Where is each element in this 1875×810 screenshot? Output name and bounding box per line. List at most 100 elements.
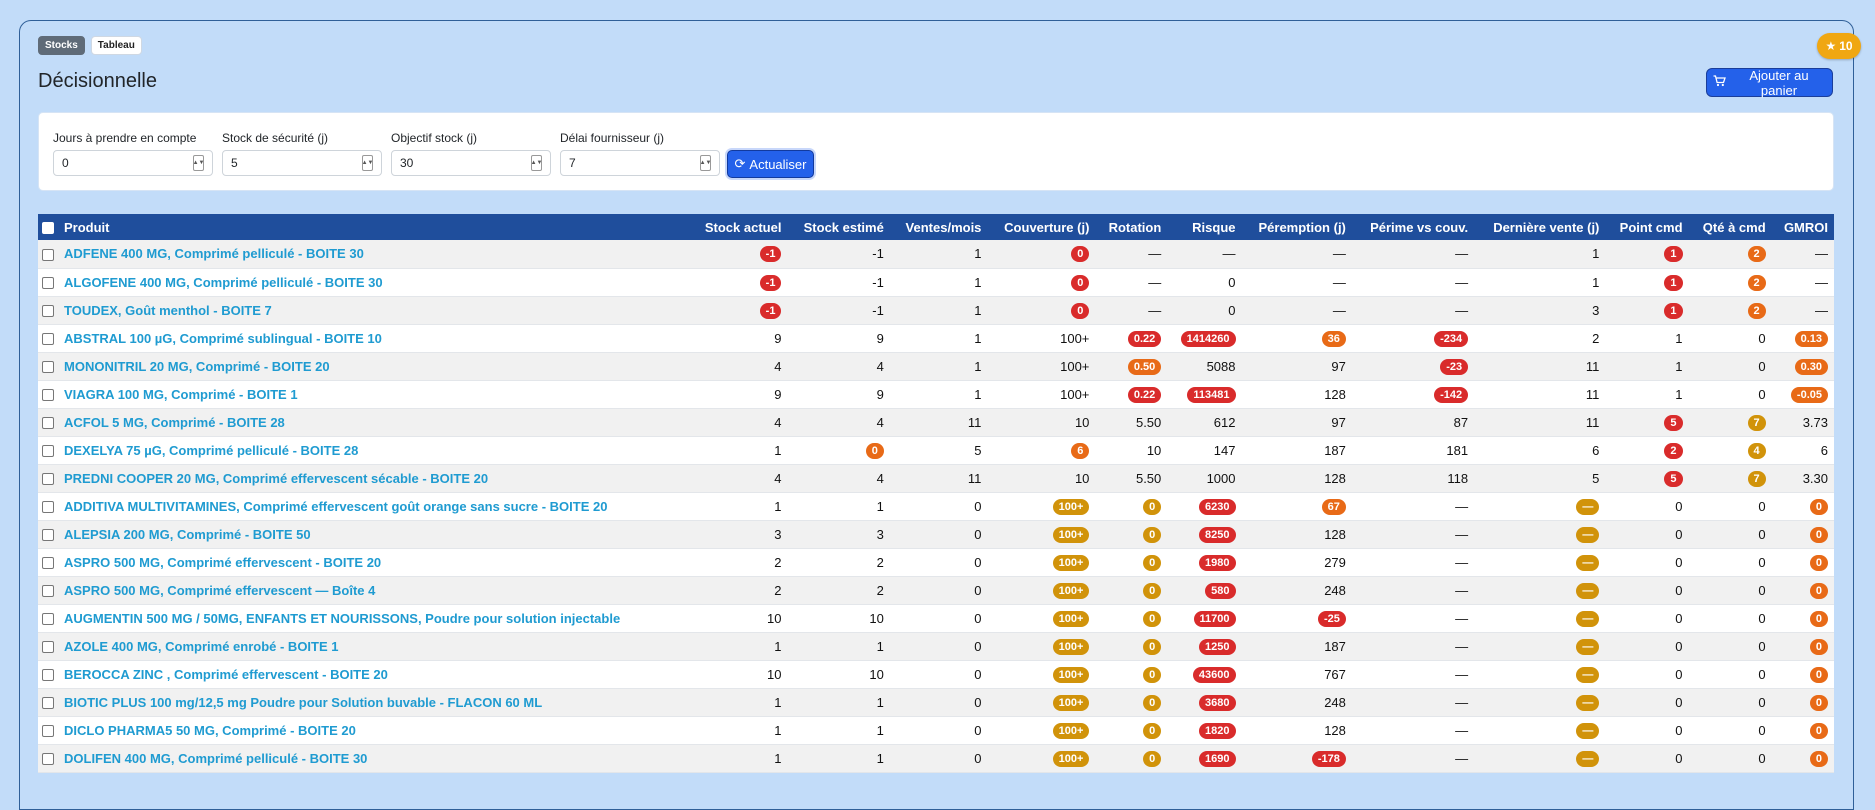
product-link[interactable]: AUGMENTIN 500 MG / 50MG, ENFANTS ET NOUR…	[64, 610, 621, 626]
table-cell: 11	[1585, 414, 1600, 430]
filter-stock-target-input[interactable]: 30 ▲▼	[391, 150, 551, 176]
status-badge: —	[1576, 694, 1600, 711]
product-link[interactable]: AZOLE 400 MG, Comprimé enrobé - BOITE 1	[64, 638, 339, 654]
breadcrumb-tableau[interactable]: Tableau	[90, 36, 142, 55]
column-header[interactable]: Stock estimé	[803, 219, 884, 235]
product-link[interactable]: ALEPSIA 200 MG, Comprimé - BOITE 50	[64, 526, 311, 542]
row-checkbox[interactable]	[42, 445, 54, 458]
table-row: VIAGRA 100 MG, Comprimé - BOITE 1 9 9 1 100+…	[38, 380, 1834, 408]
product-link[interactable]: ASPRO 500 MG, Comprimé effervescent — Bo…	[64, 582, 376, 598]
column-header[interactable]: Dernière vente (j)	[1493, 219, 1600, 235]
column-header[interactable]: Risque	[1192, 219, 1236, 235]
row-checkbox[interactable]	[42, 361, 54, 374]
product-link[interactable]: PREDNI COOPER 20 MG, Comprimé effervesce…	[64, 470, 489, 486]
row-checkbox[interactable]	[42, 557, 54, 570]
column-header[interactable]: Point cmd	[1619, 219, 1683, 235]
status-badge: 67	[1321, 498, 1346, 515]
breadcrumb-stocks[interactable]: Stocks	[38, 36, 85, 55]
product-link[interactable]: ALGOFENE 400 MG, Comprimé pelliculé - BO…	[64, 274, 383, 290]
product-cell: ALEPSIA 200 MG, Comprimé - BOITE 50	[58, 520, 689, 548]
row-checkbox[interactable]	[42, 473, 54, 486]
row-checkbox[interactable]	[42, 585, 54, 598]
column-header[interactable]: Qté à cmd	[1702, 219, 1766, 235]
row-checkbox[interactable]	[42, 669, 54, 682]
table-cell: —	[1455, 302, 1469, 318]
row-checkbox-cell	[38, 436, 58, 464]
row-checkbox[interactable]	[42, 501, 54, 514]
status-badge: —	[1576, 610, 1600, 627]
filter-supplier-delay-input[interactable]: 7 ▲▼	[560, 150, 720, 176]
table-cell: —	[1474, 716, 1605, 744]
column-header[interactable]: Ventes/mois	[905, 219, 982, 235]
row-checkbox[interactable]	[42, 613, 54, 626]
status-badge: 0	[1143, 638, 1162, 655]
table-cell: 10	[869, 666, 884, 682]
product-link[interactable]: ADFENE 400 MG, Comprimé pelliculé - BOIT…	[64, 246, 364, 262]
product-link[interactable]: BIOTIC PLUS 100 mg/12,5 mg Poudre pour S…	[64, 694, 543, 710]
cart-icon	[1713, 75, 1726, 90]
table-cell: 1	[876, 722, 884, 738]
table-cell: 1820	[1167, 716, 1241, 744]
decision-table: Produit Stock actuel Stock estimé Ventes/mo…	[38, 214, 1834, 773]
product-link[interactable]: VIAGRA 100 MG, Comprimé - BOITE 1	[64, 386, 298, 402]
column-header[interactable]: GMROI	[1783, 219, 1828, 235]
refresh-button[interactable]: ⟳ Actualiser	[727, 150, 814, 178]
column-header[interactable]: Produit	[64, 219, 110, 235]
row-checkbox[interactable]	[42, 417, 54, 430]
table-cell: 0	[1675, 610, 1683, 626]
status-badge: —	[1576, 582, 1600, 599]
product-cell: ALGOFENE 400 MG, Comprimé pelliculé - BO…	[58, 268, 689, 296]
row-checkbox[interactable]	[42, 697, 54, 710]
row-checkbox[interactable]	[42, 248, 54, 261]
spinner-icon[interactable]: ▲▼	[193, 155, 204, 171]
row-checkbox[interactable]	[42, 529, 54, 542]
column-header[interactable]: Péremption (j)	[1258, 219, 1346, 235]
row-checkbox[interactable]	[42, 641, 54, 654]
add-to-cart-button[interactable]: Ajouter au panier	[1706, 68, 1833, 98]
status-badge: 0	[1143, 722, 1162, 739]
product-link[interactable]: DEXELYA 75 µG, Comprimé pelliculé - BOIT…	[64, 442, 359, 458]
row-checkbox[interactable]	[42, 753, 54, 766]
product-link[interactable]: DICLO PHARMA5 50 MG, Comprimé - BOITE 20	[64, 722, 356, 738]
product-link[interactable]: ADDITIVA MULTIVITAMINES, Comprimé efferv…	[64, 498, 608, 514]
product-cell: MONONITRIL 20 MG, Comprimé - BOITE 20	[58, 352, 689, 380]
column-header[interactable]: Périme vs couv.	[1370, 219, 1469, 235]
table-cell: 0	[974, 610, 982, 626]
row-checkbox[interactable]	[42, 277, 54, 290]
table-cell: 0	[1095, 716, 1167, 744]
product-cell: ACFOL 5 MG, Comprimé - BOITE 28	[58, 408, 689, 436]
select-all-checkbox[interactable]	[42, 222, 54, 235]
table-cell: 3	[1592, 302, 1600, 318]
filter-supplier-delay: Délai fournisseur (j) 7 ▲▼	[560, 131, 720, 176]
spinner-icon[interactable]: ▲▼	[700, 155, 711, 171]
product-link[interactable]: ABSTRAL 100 µG, Comprimé sublingual - BO…	[64, 330, 382, 346]
column-header[interactable]: Stock actuel	[704, 219, 782, 235]
spinner-icon[interactable]: ▲▼	[531, 155, 542, 171]
favorites-badge[interactable]: ★ 10	[1817, 33, 1861, 59]
table-cell: 0	[1772, 576, 1834, 604]
spinner-icon[interactable]: ▲▼	[362, 155, 373, 171]
filter-safety-stock-input[interactable]: 5 ▲▼	[222, 150, 382, 176]
product-cell: ASPRO 500 MG, Comprimé effervescent - BO…	[58, 548, 689, 576]
product-link[interactable]: DOLIFEN 400 MG, Comprimé pelliculé - BOI…	[64, 750, 368, 766]
row-checkbox[interactable]	[42, 389, 54, 402]
product-link[interactable]: TOUDEX, Goût menthol - BOITE 7	[64, 302, 272, 318]
product-link[interactable]: ACFOL 5 MG, Comprimé - BOITE 28	[64, 414, 285, 430]
status-badge: 0.30	[1794, 358, 1828, 375]
row-checkbox[interactable]	[42, 305, 54, 318]
table-row: AZOLE 400 MG, Comprimé enrobé - BOITE 1 1…	[38, 632, 1834, 660]
filter-days-input[interactable]: 0 ▲▼	[53, 150, 213, 176]
row-checkbox[interactable]	[42, 333, 54, 346]
column-header[interactable]: Rotation	[1108, 219, 1162, 235]
product-link[interactable]: ASPRO 500 MG, Comprimé effervescent - BO…	[64, 554, 382, 570]
column-header[interactable]: Couverture (j)	[1004, 219, 1090, 235]
table-cell: 97	[1331, 414, 1346, 430]
status-badge: —	[1576, 638, 1600, 655]
product-link[interactable]: MONONITRIL 20 MG, Comprimé - BOITE 20	[64, 358, 330, 374]
table-cell: 100+	[987, 660, 1095, 688]
product-link[interactable]: BEROCCA ZINC , Comprimé effervescent - B…	[64, 666, 388, 682]
status-badge: 100+	[1052, 694, 1090, 711]
table-cell: 767	[1324, 666, 1346, 682]
row-checkbox[interactable]	[42, 725, 54, 738]
table-cell: 0	[974, 582, 982, 598]
